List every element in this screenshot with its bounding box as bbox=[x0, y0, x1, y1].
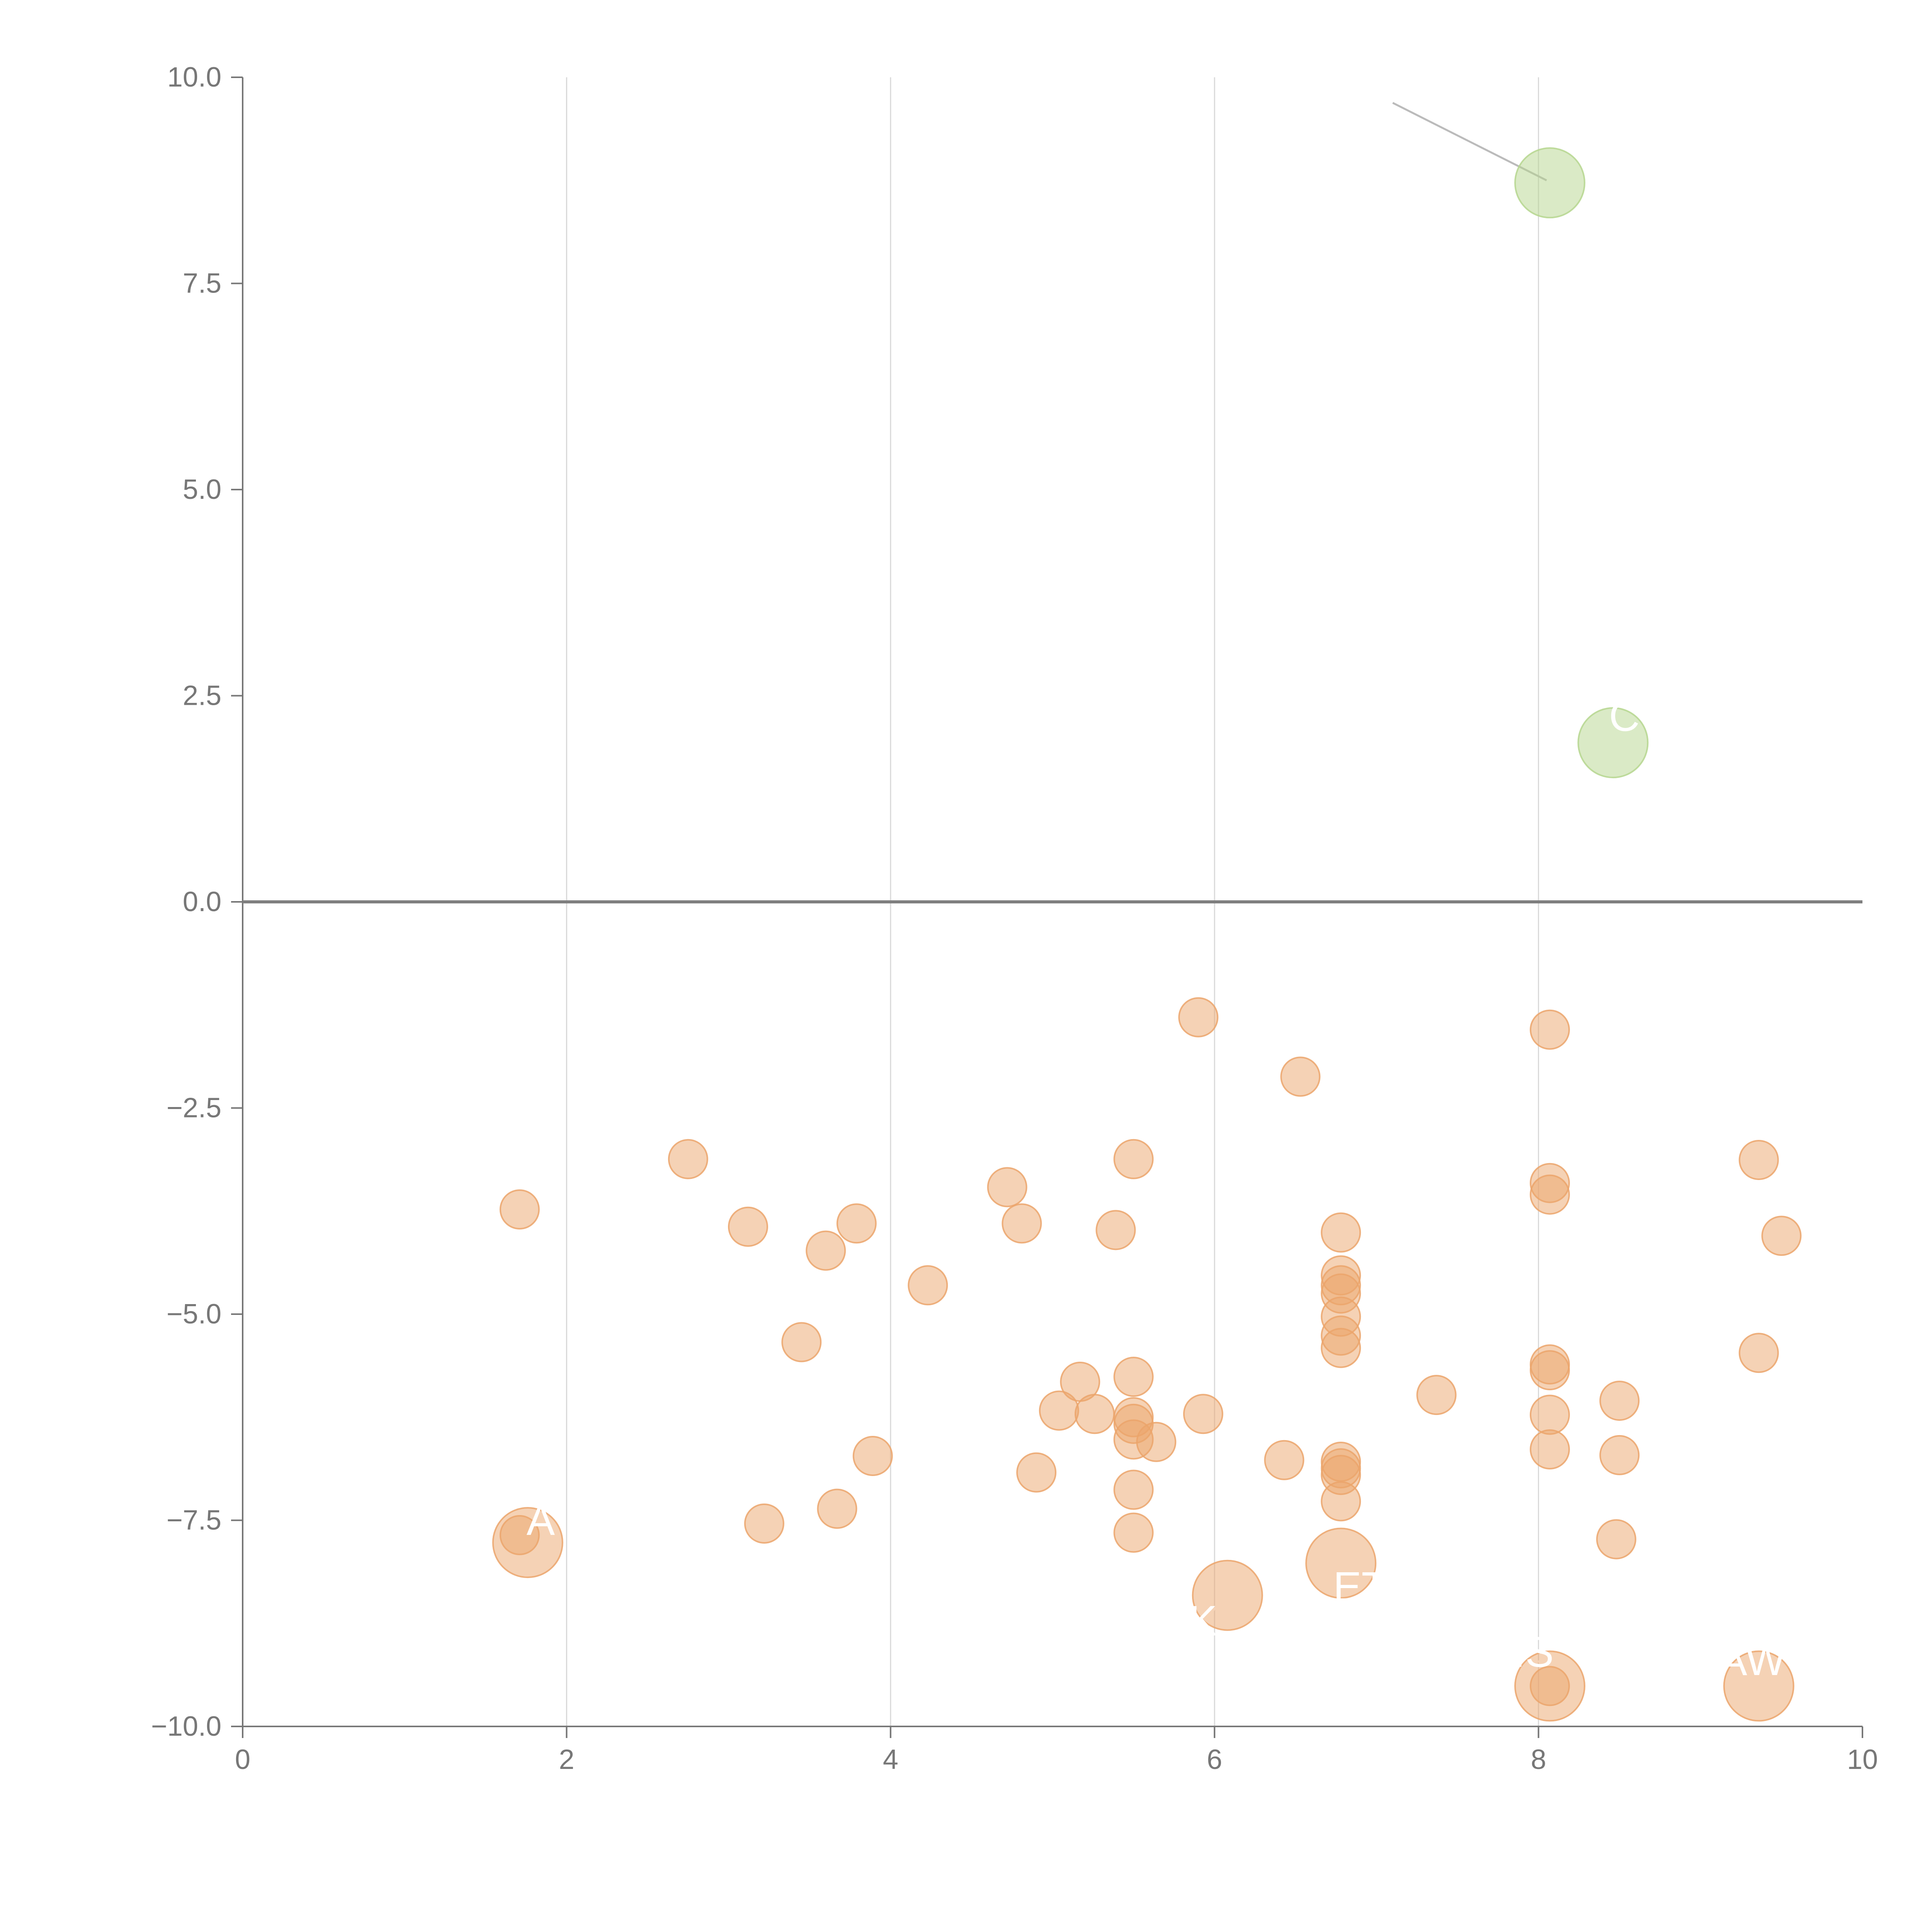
point-label: C bbox=[1609, 692, 1639, 740]
point-label: IS bbox=[1514, 1628, 1554, 1676]
negative-data-point bbox=[1416, 1375, 1457, 1415]
negative-data-point bbox=[668, 1139, 708, 1179]
negative-data-point bbox=[1136, 1422, 1177, 1462]
negative-data-point bbox=[1305, 1527, 1377, 1599]
negative-data-point bbox=[1529, 1009, 1570, 1050]
positive-data-point bbox=[1514, 147, 1585, 219]
negative-data-point bbox=[836, 1203, 877, 1244]
point-label: AW bbox=[1719, 1637, 1786, 1684]
ticks: 10.0 7.5 5.0 2.5 0.0 −2.5 −5.0 −7.5 −10.0 0 2 4 6 8 10 bbox=[151, 62, 1878, 1775]
y-tick-label: 10.0 bbox=[167, 62, 221, 93]
x-tick-label: 0 bbox=[235, 1744, 250, 1775]
y-tick-label: −7.5 bbox=[167, 1505, 221, 1536]
negative-data-point bbox=[1599, 1381, 1640, 1421]
x-tick-label: 2 bbox=[559, 1744, 574, 1775]
negative-data-point bbox=[499, 1189, 540, 1230]
negative-data-point bbox=[817, 1488, 857, 1529]
negative-data-point bbox=[728, 1206, 768, 1247]
x-tick-label: 8 bbox=[1531, 1744, 1546, 1775]
negative-data-point bbox=[1113, 1357, 1154, 1397]
negative-data-point bbox=[1723, 1650, 1794, 1722]
point-label: K bbox=[1189, 1597, 1217, 1645]
y-tick-label: −2.5 bbox=[167, 1093, 221, 1124]
negative-data-point bbox=[1321, 1328, 1361, 1368]
negative-data-point bbox=[1321, 1212, 1361, 1253]
point-label: A bbox=[527, 1497, 555, 1544]
point-labels: A K ET IS AW C bbox=[527, 692, 1786, 1684]
negative-data-point bbox=[1529, 1174, 1570, 1215]
y-tick-label: −5.0 bbox=[167, 1299, 221, 1330]
negative-data-point bbox=[1529, 1395, 1570, 1435]
y-tick-label: 5.0 bbox=[183, 474, 221, 505]
negative-data-point bbox=[1596, 1519, 1636, 1560]
negative-data-point bbox=[1002, 1203, 1042, 1244]
negative-data-point bbox=[987, 1167, 1027, 1208]
negative-data-point bbox=[1321, 1481, 1361, 1522]
y-tick-label: −10.0 bbox=[151, 1711, 221, 1742]
negative-data-point bbox=[1113, 1469, 1154, 1510]
negative-data-point bbox=[1514, 1650, 1585, 1722]
negative-data-point bbox=[1074, 1394, 1115, 1434]
negative-data-point bbox=[1178, 997, 1219, 1037]
x-tick-label: 6 bbox=[1207, 1744, 1222, 1775]
negative-data-point bbox=[1738, 1333, 1779, 1373]
negative-data-point bbox=[781, 1322, 822, 1362]
negative-data-point bbox=[1280, 1056, 1321, 1097]
y-tick-label: 0.0 bbox=[183, 886, 221, 917]
positive-data-point bbox=[1577, 707, 1649, 779]
negative-data-point bbox=[1761, 1216, 1802, 1256]
negative-data-point bbox=[492, 1507, 563, 1578]
negative-data-point bbox=[1113, 1139, 1154, 1179]
negative-data-point bbox=[1529, 1429, 1570, 1469]
negative-data-point bbox=[1738, 1139, 1779, 1180]
negative-data-point bbox=[1599, 1435, 1640, 1475]
negative-data-point bbox=[744, 1503, 784, 1544]
negative-data-point bbox=[908, 1265, 948, 1306]
negative-data-point bbox=[852, 1436, 893, 1476]
negative-data-point bbox=[1113, 1512, 1154, 1553]
y-tick-label: 7.5 bbox=[183, 268, 221, 299]
x-tick-label: 4 bbox=[883, 1744, 898, 1775]
negative-data-point bbox=[1192, 1560, 1263, 1631]
y-tick-label: 2.5 bbox=[183, 680, 221, 711]
x-tick-label: 10 bbox=[1847, 1744, 1878, 1775]
negative-data-point bbox=[1095, 1210, 1136, 1250]
negative-data-point bbox=[1183, 1394, 1223, 1434]
negative-data-point bbox=[1016, 1452, 1057, 1493]
data-points bbox=[492, 147, 1802, 1722]
negative-data-point bbox=[1529, 1350, 1570, 1391]
negative-data-point bbox=[1264, 1440, 1304, 1480]
point-label: ET bbox=[1333, 1563, 1388, 1611]
negative-data-point bbox=[806, 1230, 846, 1271]
